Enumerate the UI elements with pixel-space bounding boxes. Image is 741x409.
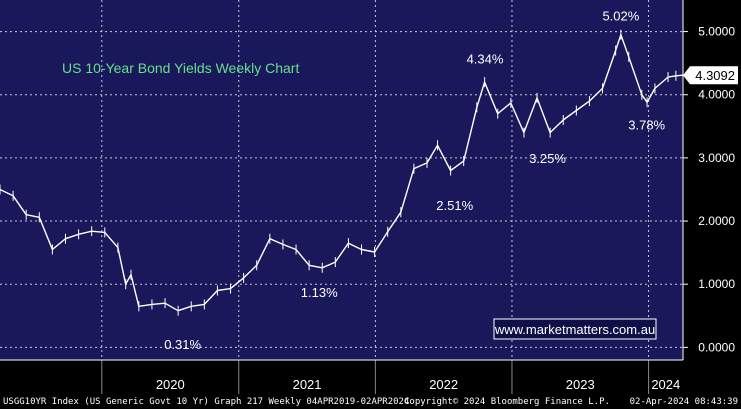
last-value-badge: 4.3092 — [683, 66, 738, 85]
annotation-label: 1.13% — [301, 285, 338, 300]
annotation-label: 2.51% — [436, 198, 473, 213]
gridlines — [0, 0, 683, 360]
x-axis: 2020 2021 2022 2023 2024 — [0, 359, 683, 394]
price-series — [0, 29, 684, 316]
x-year-label: 2020 — [156, 377, 185, 392]
annotation-label: 3.78% — [628, 118, 665, 133]
y-tick-label: 3.0000 — [698, 151, 735, 165]
footer-center: Copyright© 2024 Bloomberg Finance L.P. — [404, 397, 610, 407]
watermark-box — [493, 318, 657, 340]
x-year-label: 2022 — [429, 377, 458, 392]
watermark-text: www.marketmatters.com.au — [494, 322, 655, 337]
annotations: 0.31% 1.13% 2.51% 4.34% 3.25% 5.02% 3.78% — [164, 8, 665, 351]
plot-background — [0, 0, 683, 360]
footer-right: 02-Apr-2024 08:43:39 — [630, 397, 738, 407]
x-year-label: 2023 — [566, 377, 595, 392]
last-value-marker — [683, 66, 738, 85]
yield-line — [0, 34, 684, 312]
y-tick-label: 1.0000 — [698, 277, 735, 291]
annotation-label: 0.31% — [164, 337, 201, 352]
last-value-label: 4.3092 — [695, 68, 735, 83]
y-tick-label: 5.0000 — [698, 25, 735, 39]
x-year-label: 2024 — [651, 377, 680, 392]
y-tick-label: 2.0000 — [698, 214, 735, 228]
annotation-label: 3.25% — [529, 151, 566, 166]
chart-title: US 10-Year Bond Yields Weekly Chart — [62, 60, 299, 76]
annotation-label: 5.02% — [602, 8, 639, 23]
annotation-label: 4.34% — [467, 51, 504, 66]
y-axis: 0.0000 1.0000 2.0000 3.0000 4.0000 5.0000 — [682, 0, 735, 360]
y-tick-label: 0.0000 — [698, 340, 735, 354]
y-tick-label: 4.0000 — [698, 88, 735, 102]
x-year-label: 2021 — [293, 377, 322, 392]
footer-left: USGG10YR Index (US Generic Govt 10 Yr) G… — [3, 397, 409, 407]
